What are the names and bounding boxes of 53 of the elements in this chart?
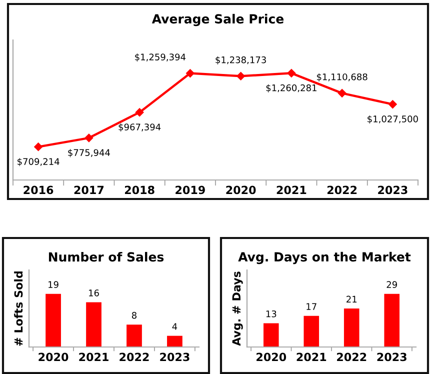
bar (46, 294, 61, 347)
data-label: $1,259,394 (135, 53, 186, 62)
data-label: $709,214 (18, 158, 60, 166)
x-tick-label: 2021 (296, 352, 326, 362)
data-label: 21 (346, 296, 357, 302)
x-tick-label: 2016 (24, 186, 54, 194)
data-label: 13 (266, 310, 276, 318)
y-axis-title: # Lofts Sold (14, 271, 23, 346)
point (388, 100, 397, 108)
data-label: 19 (48, 281, 58, 288)
bar (264, 323, 279, 347)
chart-title: Average Sale Price (152, 14, 284, 26)
point (186, 69, 194, 78)
data-label: $775,944 (68, 149, 110, 158)
x-tick-label: 2023 (377, 352, 406, 362)
x-tick-label: 2023 (378, 186, 408, 194)
data-label: 8 (132, 312, 136, 319)
data-label: $1,027,500 (368, 115, 418, 124)
data-label: $1,238,173 (216, 56, 266, 64)
y-axis-title: Avg. # Days (232, 272, 243, 346)
point (287, 69, 296, 78)
x-tick-label: 2020 (38, 352, 68, 362)
bar (304, 316, 320, 347)
x-tick-label: 2021 (79, 352, 108, 362)
point (135, 108, 144, 116)
x-tick-label: 2018 (124, 186, 154, 194)
x-tick-label: 2023 (160, 352, 190, 362)
x-tick-label: 2020 (226, 186, 256, 194)
bar (344, 308, 360, 347)
x-tick-label: 2022 (327, 186, 357, 194)
bar (167, 336, 182, 347)
bar (86, 302, 102, 347)
chart-title: Number of Sales (48, 252, 164, 262)
bar (126, 324, 142, 347)
data-label: $1,110,688 (316, 73, 368, 82)
data-label: 29 (386, 281, 397, 288)
data-label: 4 (172, 323, 178, 330)
point (338, 89, 346, 98)
chart-title: Avg. Days on the Market (238, 252, 411, 264)
x-tick-label: 2022 (337, 352, 366, 362)
data-label: $967,394 (118, 123, 161, 132)
point (236, 72, 245, 80)
x-tick-label: 2022 (120, 352, 149, 362)
data-label: 17 (306, 303, 316, 310)
data-label: $1,260,281 (266, 84, 316, 92)
point (34, 142, 42, 151)
x-tick-label: 2017 (74, 186, 104, 194)
point (84, 134, 94, 142)
x-tick-label: 2020 (256, 352, 286, 362)
bar (384, 294, 400, 347)
data-label: 16 (89, 290, 99, 296)
x-tick-label: 2021 (276, 186, 306, 194)
x-tick-label: 2019 (176, 186, 205, 194)
